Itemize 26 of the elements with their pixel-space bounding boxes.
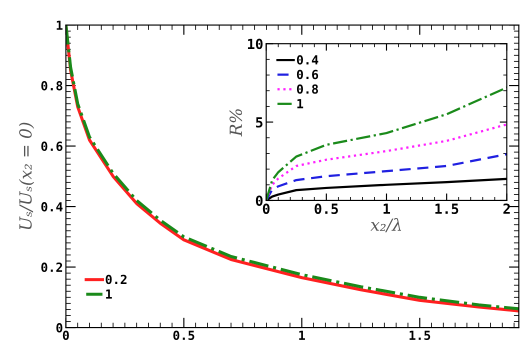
y-tick-label: 5 bbox=[256, 117, 262, 128]
y-tick-label: 0.4 bbox=[41, 202, 63, 212]
x-tick-label: 0.5 bbox=[314, 204, 338, 214]
y-tick-label: 0.6 bbox=[41, 142, 62, 151]
y-axis-title: Uₛ/Uₛ(x₂ = 0) bbox=[18, 122, 34, 230]
legend-label: 0.8 bbox=[296, 84, 318, 94]
x-tick-label: 1 bbox=[299, 330, 305, 340]
y-tick-label: 0 bbox=[256, 195, 263, 206]
legend-label: 1 bbox=[297, 99, 304, 108]
x-tick-label: 1.5 bbox=[410, 330, 430, 340]
x-tick-label: 1.5 bbox=[435, 204, 458, 214]
y-axis-title: R% bbox=[229, 109, 242, 137]
x-axis-title: x₂/λ bbox=[370, 218, 402, 232]
y-tick-label: 0.2 bbox=[41, 262, 62, 272]
legend-label: 0.4 bbox=[296, 55, 318, 65]
x-tick-label: 0.5 bbox=[173, 330, 194, 340]
y-tick-label: 1 bbox=[56, 20, 63, 30]
legend-label: 0.2 bbox=[106, 274, 126, 284]
legend-label: 1 bbox=[106, 289, 112, 299]
y-tick-label: 0.8 bbox=[41, 81, 62, 90]
x-tick-label: 2 bbox=[503, 204, 510, 214]
x-tick-label: 1 bbox=[384, 204, 390, 214]
x-tick-label: 0 bbox=[262, 204, 270, 214]
legend-label: 0.6 bbox=[296, 70, 318, 80]
y-tick-label: 0 bbox=[56, 323, 62, 332]
y-tick-label: 10 bbox=[248, 38, 263, 50]
